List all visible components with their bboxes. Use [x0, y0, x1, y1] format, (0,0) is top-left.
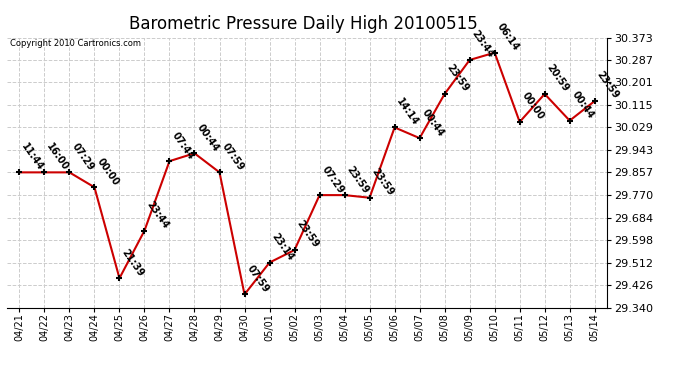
Text: 23:44: 23:44	[144, 200, 170, 231]
Text: 07:59: 07:59	[244, 263, 270, 294]
Text: 21:39: 21:39	[119, 247, 146, 278]
Text: 07:29: 07:29	[70, 141, 95, 172]
Text: Copyright 2010 Cartronics.com: Copyright 2010 Cartronics.com	[10, 39, 141, 48]
Text: 16:00: 16:00	[44, 141, 70, 172]
Text: 23:59: 23:59	[370, 166, 395, 198]
Text: 23:44: 23:44	[470, 29, 495, 60]
Text: 06:14: 06:14	[495, 21, 521, 53]
Text: 00:44: 00:44	[195, 122, 221, 153]
Text: 14:14: 14:14	[395, 96, 421, 128]
Text: 07:44: 07:44	[170, 130, 195, 161]
Text: 11:44: 11:44	[19, 141, 46, 172]
Text: 23:59: 23:59	[295, 219, 321, 250]
Text: 20:59: 20:59	[544, 63, 571, 94]
Text: 00:44: 00:44	[570, 90, 595, 121]
Text: 23:59: 23:59	[444, 63, 471, 94]
Text: 23:14: 23:14	[270, 231, 295, 262]
Text: Barometric Pressure Daily High 20100515: Barometric Pressure Daily High 20100515	[129, 15, 478, 33]
Text: 00:00: 00:00	[520, 91, 546, 122]
Text: 23:59: 23:59	[344, 164, 371, 195]
Text: 07:59: 07:59	[219, 141, 246, 172]
Text: 23:59: 23:59	[595, 70, 621, 101]
Text: 00:44: 00:44	[420, 107, 446, 138]
Text: 07:29: 07:29	[319, 164, 346, 195]
Text: 00:00: 00:00	[95, 156, 121, 187]
